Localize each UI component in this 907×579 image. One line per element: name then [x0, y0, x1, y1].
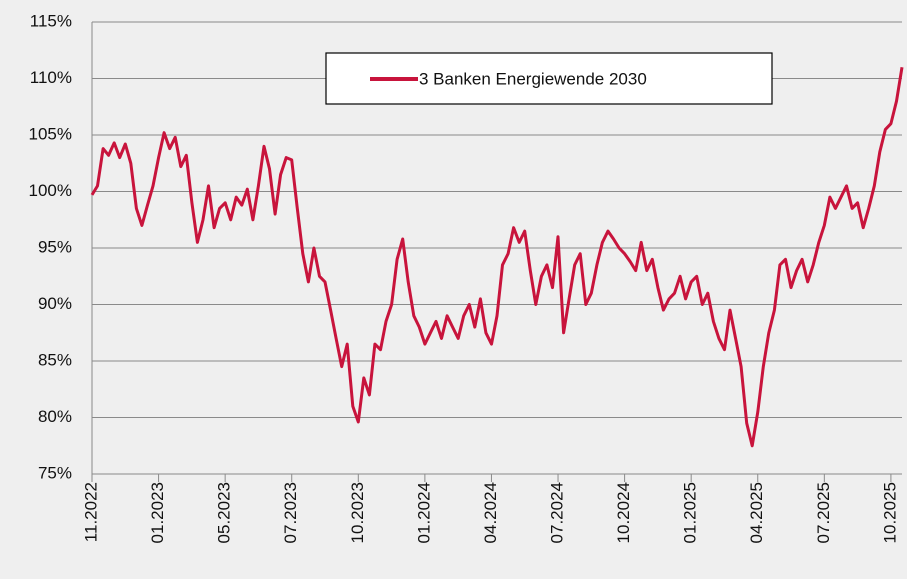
x-tick-label: 01.2025 — [681, 482, 700, 543]
x-tick-label: 04.2025 — [747, 482, 766, 543]
y-tick-label: 85% — [38, 350, 72, 369]
y-tick-label: 95% — [38, 237, 72, 256]
x-tick-label: 10.2023 — [348, 482, 367, 543]
x-tick-label: 07.2024 — [548, 482, 567, 543]
x-tick-label: 11.2022 — [81, 482, 100, 542]
x-tick-label: 05.2023 — [215, 482, 234, 543]
y-tick-label: 80% — [38, 407, 72, 426]
x-tick-label: 07.2025 — [814, 482, 833, 543]
y-tick-label: 100% — [29, 181, 72, 200]
y-tick-label: 115% — [30, 11, 72, 30]
x-tick-label: 01.2024 — [414, 482, 433, 543]
x-tick-label: 01.2023 — [148, 482, 167, 543]
x-tick-label: 10.2024 — [614, 482, 633, 543]
legend-label: 3 Banken Energiewende 2030 — [419, 69, 647, 88]
y-tick-label: 105% — [29, 124, 72, 143]
x-tick-label: 07.2023 — [281, 482, 300, 543]
x-tick-label: 10.2025 — [880, 482, 899, 543]
y-tick-label: 75% — [38, 463, 72, 482]
x-tick-label: 04.2024 — [481, 482, 500, 543]
y-tick-label: 110% — [30, 68, 72, 87]
line — [90, 66, 904, 448]
y-tick-label: 90% — [38, 294, 72, 313]
